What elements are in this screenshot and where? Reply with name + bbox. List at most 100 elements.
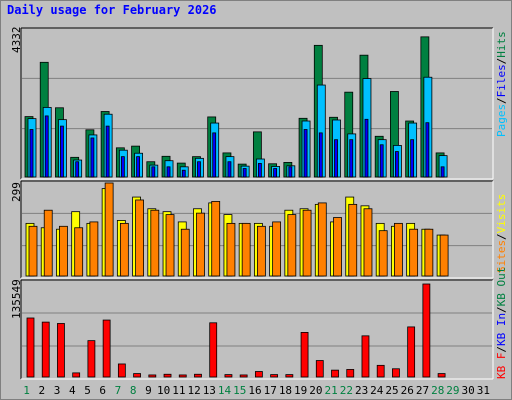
x-tick-label: 20 (309, 384, 322, 397)
x-tick-label: 13 (203, 384, 216, 397)
kbf-bar (285, 374, 294, 378)
kbf-bar (87, 340, 96, 378)
kbf-bar (72, 372, 81, 378)
hits-legend-pages: Pages (495, 104, 508, 137)
pages-bar (136, 156, 140, 178)
kbf-bar (178, 374, 187, 378)
pages-bar (379, 144, 384, 178)
sites-bar (302, 209, 312, 277)
pages-bar (395, 151, 399, 178)
sites-bar (119, 222, 129, 277)
kbf-bar (254, 371, 263, 378)
kbf-bar (239, 374, 248, 378)
sites-bar (424, 228, 434, 277)
sites-bar (89, 221, 99, 277)
sites-bar (287, 214, 297, 277)
visits-ymax-label: 299 (10, 182, 23, 202)
x-tick-label: 12 (187, 384, 200, 397)
x-tick-label: 31 (477, 384, 490, 397)
kbf-bar (26, 317, 35, 378)
x-tick-label: 9 (145, 384, 152, 397)
kbf-bar (300, 332, 309, 378)
sites-bar (378, 230, 388, 277)
x-tick-label: 2 (39, 384, 46, 397)
pages-bar (181, 169, 186, 178)
x-tick-label: 1 (23, 384, 30, 397)
pages-bar (273, 168, 278, 178)
x-tick-label: 16 (248, 384, 261, 397)
kbytes-legend-kbout: KB Out (495, 267, 508, 307)
pages-bar (257, 163, 262, 178)
pages-bar (410, 139, 415, 178)
pages-bar (29, 129, 34, 178)
sites-bar (43, 209, 53, 277)
x-tick-label: 28 (431, 384, 444, 397)
pages-bar (212, 132, 217, 178)
x-tick-label: 25 (385, 384, 398, 397)
pages-bar (75, 161, 80, 178)
x-tick-label: 22 (340, 384, 353, 397)
kbytes-legend-kbf: KB F (495, 353, 508, 380)
sites-bar (180, 228, 190, 277)
x-tick-label: 24 (370, 384, 384, 397)
kbf-bar (315, 360, 324, 378)
x-tick-label: 17 (264, 384, 277, 397)
x-tick-label: 11 (172, 384, 185, 397)
pages-bar (364, 118, 369, 178)
sites-bar (150, 209, 160, 277)
hits-ymax-label: 4332 (10, 27, 23, 54)
kbf-bar (102, 319, 111, 378)
x-tick-label: 15 (233, 384, 246, 397)
sites-bar (104, 182, 114, 277)
kbf-bar (117, 363, 126, 378)
sites-bar (28, 225, 38, 277)
pages-bar (425, 122, 430, 178)
kbf-bar (422, 283, 431, 378)
kbf-bar (437, 373, 446, 378)
x-tick-label: 7 (115, 384, 122, 397)
pages-bar (90, 137, 95, 178)
pages-bar (105, 125, 110, 178)
kbf-bar (346, 369, 355, 378)
kbytes-legend-sep: / (495, 346, 508, 353)
kbf-bar (331, 369, 339, 378)
pages-bar (197, 161, 201, 178)
pages-bar (303, 129, 308, 178)
sites-bar (74, 227, 84, 277)
kbf-bar (41, 321, 50, 378)
x-tick-label: 5 (84, 384, 91, 397)
pages-bar (334, 139, 338, 178)
hits-legend-sep: / (495, 58, 508, 65)
kbf-bar (376, 364, 385, 378)
x-tick-label: 8 (130, 384, 137, 397)
sites-bar (317, 202, 327, 277)
x-tick-label: 3 (54, 384, 61, 397)
sites-bar (226, 222, 236, 277)
kbf-bar (163, 373, 172, 378)
sites-bar (348, 203, 358, 277)
x-tick-label: 6 (99, 384, 106, 397)
sites-bar (394, 222, 403, 277)
kbytes-ymax-label: 135549 (10, 279, 23, 319)
pages-bar (120, 156, 125, 178)
x-tick-label: 14 (218, 384, 232, 397)
chart-title: Daily usage for February 2026 (7, 3, 217, 17)
sites-bar (272, 221, 282, 277)
pages-bar (166, 166, 171, 178)
kbf-bar (224, 374, 233, 378)
sites-bar (409, 228, 419, 277)
x-tick-label: 26 (401, 384, 414, 397)
sites-bar (211, 201, 221, 277)
pages-bar (44, 115, 49, 178)
x-tick-label: 23 (355, 384, 368, 397)
sites-bar (165, 214, 175, 277)
hits-legend-files: Files (495, 64, 508, 97)
sites-bar (439, 234, 449, 277)
sites-bar (333, 217, 342, 277)
kbf-bar (148, 374, 157, 378)
x-tick-label: 10 (157, 384, 170, 397)
visits-legend-sep: / (495, 233, 508, 240)
kbf-bar (133, 373, 141, 378)
